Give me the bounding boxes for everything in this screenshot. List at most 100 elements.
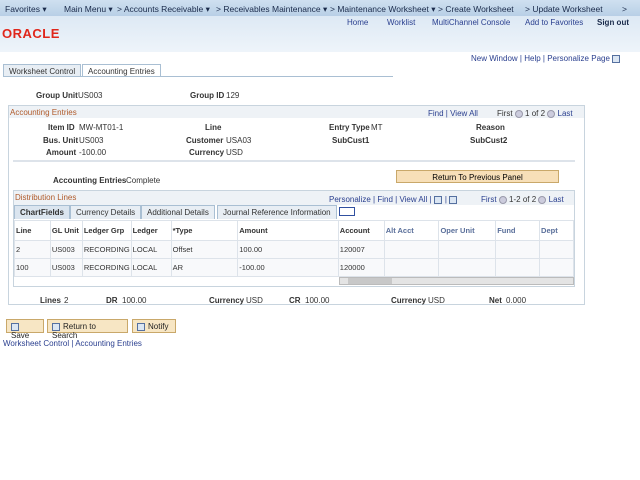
column-header[interactable]: Ledger	[130, 220, 172, 241]
tab-currency-details[interactable]: Currency Details	[70, 205, 142, 219]
dl-find[interactable]: Find	[377, 195, 393, 204]
table-cell: RECORDING	[81, 240, 132, 259]
amount-value: -100.00	[79, 148, 107, 157]
tab-accounting-entries[interactable]: Accounting Entries	[82, 64, 161, 77]
group-id-label: Group ID	[190, 91, 225, 100]
return-to-search-button[interactable]: Return to Search	[47, 319, 128, 340]
nav-maintenance-worksheet[interactable]: > Maintenance Worksheet ▾	[330, 4, 436, 14]
home-link[interactable]: Home	[347, 18, 369, 27]
dr-currency-label: Currency	[209, 296, 245, 305]
column-header[interactable]: Dept	[539, 220, 574, 241]
ae-last[interactable]: Last	[557, 109, 573, 118]
tab-additional-details[interactable]: Additional Details	[141, 205, 215, 219]
signout-link[interactable]: Sign out	[597, 18, 629, 27]
lines-value: 2	[64, 296, 69, 305]
return-previous-panel-button[interactable]: Return To Previous Panel	[396, 170, 559, 183]
table-cell: 100	[14, 258, 51, 277]
nav-update-worksheet[interactable]: > Update Worksheet	[525, 4, 603, 14]
column-header[interactable]: Ledger Grp	[81, 220, 132, 241]
show-all-columns-icon[interactable]	[339, 207, 355, 216]
nav-main-menu[interactable]: Main Menu ▾	[64, 4, 113, 14]
new-window-link[interactable]: New Window	[471, 54, 518, 63]
column-header[interactable]: *Type	[170, 220, 239, 241]
group-id-value: 129	[226, 91, 240, 100]
horizontal-scrollbar[interactable]	[339, 277, 574, 285]
entry-type-value: MT	[371, 123, 383, 132]
prev-icon[interactable]	[498, 195, 507, 204]
dr-label: DR	[106, 296, 118, 305]
column-header[interactable]: Amount	[237, 220, 339, 241]
footer-accounting-entries-link[interactable]: Accounting Entries	[75, 339, 142, 348]
grid-icon[interactable]	[612, 54, 621, 63]
footer-worksheet-control-link[interactable]: Worksheet Control	[3, 339, 70, 348]
table-cell	[383, 240, 440, 259]
column-header[interactable]: Fund	[495, 220, 541, 241]
oracle-logo: ORACLE	[2, 26, 60, 41]
download-icon[interactable]	[449, 195, 458, 204]
next-icon[interactable]	[547, 109, 556, 118]
ae-find[interactable]: Find	[428, 109, 444, 118]
nav-bar: Favorites ▾ Main Menu ▾ > Accounts Recei…	[0, 0, 640, 16]
table-cell: US003	[49, 258, 83, 277]
table-row: 2 US003 RECORDING LOCAL Offset 100.00 120007	[14, 240, 574, 259]
customer-label: Customer	[186, 136, 224, 145]
customer-value: USA03	[226, 136, 252, 145]
amount-label: Amount	[46, 148, 77, 157]
ae-header	[9, 106, 584, 118]
add-favorites-link[interactable]: Add to Favorites	[525, 18, 584, 27]
accounting-entries-box	[8, 105, 585, 305]
group-unit-label: Group Unit	[36, 91, 78, 100]
table-cell	[438, 240, 497, 259]
help-link[interactable]: Help	[524, 54, 541, 63]
column-header[interactable]: Line	[14, 220, 51, 241]
column-header[interactable]: GL Unit	[49, 220, 83, 241]
column-header[interactable]: Account	[337, 220, 385, 241]
dl-last[interactable]: Last	[548, 195, 564, 204]
table-cell: 120007	[337, 240, 385, 259]
dl-first[interactable]: First	[481, 195, 497, 204]
nav-favorites[interactable]: Favorites ▾	[5, 4, 47, 14]
nav-receivables-maintenance[interactable]: > Receivables Maintenance ▾	[216, 4, 328, 14]
next-icon[interactable]	[538, 195, 547, 204]
cr-label: CR	[289, 296, 301, 305]
nav-create-worksheet[interactable]: > Create Worksheet	[438, 4, 514, 14]
search-icon	[52, 322, 60, 331]
prev-icon[interactable]	[514, 109, 523, 118]
item-id-label: Item ID	[48, 123, 75, 132]
table-cell: 100.00	[237, 240, 339, 259]
multichannel-link[interactable]: MultiChannel Console	[432, 18, 511, 27]
dl-title: Distribution Lines	[15, 193, 77, 202]
distribution-lines-box	[13, 190, 575, 287]
dl-position: 1-2 of 2	[509, 195, 537, 204]
column-header[interactable]: Oper Unit	[438, 220, 497, 241]
lines-label: Lines	[40, 296, 61, 305]
table-cell: 2	[14, 240, 51, 259]
dl-view-all[interactable]: View All	[399, 195, 428, 204]
notify-button[interactable]: Notify	[132, 319, 176, 333]
zoom-icon[interactable]	[433, 195, 442, 204]
tab-worksheet-control[interactable]: Worksheet Control	[3, 64, 82, 77]
cr-value: 100.00	[305, 296, 330, 305]
table-cell: RECORDING	[81, 258, 132, 277]
dr-currency-value: USD	[246, 296, 263, 305]
table-row: 100 US003 RECORDING LOCAL AR -100.00 120000	[14, 258, 574, 277]
ae-title: Accounting Entries	[10, 108, 77, 117]
page-links: New Window | Help | Personalize Page	[471, 54, 623, 63]
column-header[interactable]: Alt Acct	[383, 220, 440, 241]
table-header-row: Line GL Unit Ledger Grp Ledger *Type Amount Ac…	[14, 220, 574, 241]
save-button[interactable]: Save	[6, 319, 44, 340]
subcust1-label: SubCust1	[332, 136, 370, 145]
notify-label: Notify	[148, 322, 169, 331]
nav-accounts-receivable[interactable]: > Accounts Receivable ▾	[117, 4, 210, 14]
personalize-page-link[interactable]: Personalize Page	[547, 54, 610, 63]
tab-chartfields[interactable]: ChartFields	[14, 205, 71, 219]
ae-position: 1 of 2	[525, 109, 546, 118]
net-value: 0.000	[506, 296, 527, 305]
ae-view-all[interactable]: View All	[450, 109, 478, 118]
worklist-link[interactable]: Worklist	[387, 18, 416, 27]
tab-journal-reference[interactable]: Journal Reference Information	[217, 205, 337, 219]
ae-first[interactable]: First	[497, 109, 513, 118]
nav-more[interactable]: >	[622, 4, 627, 14]
scrollbar-thumb[interactable]	[348, 278, 392, 284]
dl-personalize[interactable]: Personalize	[329, 195, 371, 204]
